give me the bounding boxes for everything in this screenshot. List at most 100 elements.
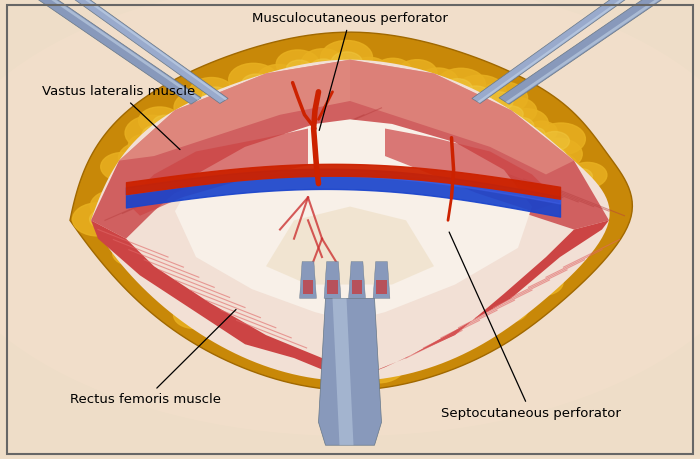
- Circle shape: [540, 131, 569, 151]
- Circle shape: [225, 84, 259, 106]
- Circle shape: [190, 100, 223, 122]
- Circle shape: [183, 287, 202, 300]
- Circle shape: [542, 193, 575, 214]
- Circle shape: [495, 97, 537, 124]
- Circle shape: [187, 303, 211, 320]
- Circle shape: [332, 353, 375, 381]
- Circle shape: [486, 296, 528, 323]
- Circle shape: [90, 209, 120, 229]
- Circle shape: [370, 325, 425, 361]
- Polygon shape: [119, 60, 350, 161]
- Circle shape: [270, 342, 293, 358]
- Circle shape: [164, 271, 192, 289]
- Circle shape: [255, 322, 280, 338]
- Polygon shape: [266, 207, 434, 285]
- Polygon shape: [505, 0, 669, 104]
- Circle shape: [302, 49, 344, 77]
- Circle shape: [331, 52, 363, 72]
- Circle shape: [537, 123, 585, 155]
- Circle shape: [403, 69, 427, 85]
- Circle shape: [219, 300, 249, 319]
- Circle shape: [526, 128, 545, 140]
- Circle shape: [73, 203, 123, 236]
- Circle shape: [205, 297, 255, 330]
- Circle shape: [174, 302, 215, 329]
- Circle shape: [556, 184, 578, 198]
- Circle shape: [307, 335, 356, 367]
- Circle shape: [569, 168, 592, 184]
- Polygon shape: [70, 32, 632, 390]
- Circle shape: [504, 109, 548, 138]
- Circle shape: [442, 309, 468, 327]
- Circle shape: [140, 246, 195, 282]
- Polygon shape: [175, 119, 532, 321]
- Circle shape: [101, 152, 144, 181]
- Circle shape: [463, 303, 494, 323]
- Polygon shape: [30, 0, 201, 104]
- Polygon shape: [328, 280, 337, 294]
- Circle shape: [548, 238, 573, 255]
- Circle shape: [374, 58, 412, 83]
- Circle shape: [548, 222, 568, 235]
- Polygon shape: [477, 0, 634, 103]
- Circle shape: [539, 185, 594, 221]
- Circle shape: [418, 68, 458, 94]
- Circle shape: [286, 60, 312, 77]
- Circle shape: [478, 82, 528, 114]
- Circle shape: [568, 162, 607, 188]
- Circle shape: [141, 140, 161, 153]
- Circle shape: [107, 196, 136, 216]
- Circle shape: [110, 170, 142, 191]
- Polygon shape: [373, 262, 390, 298]
- Circle shape: [498, 106, 523, 122]
- Circle shape: [350, 57, 389, 83]
- Circle shape: [268, 74, 294, 91]
- Circle shape: [176, 111, 207, 131]
- Circle shape: [340, 353, 366, 370]
- Polygon shape: [377, 280, 386, 294]
- Circle shape: [317, 336, 346, 356]
- Polygon shape: [352, 280, 362, 294]
- Polygon shape: [332, 298, 354, 445]
- Circle shape: [135, 150, 166, 170]
- Polygon shape: [350, 60, 574, 174]
- Circle shape: [116, 180, 160, 209]
- Circle shape: [357, 67, 380, 82]
- Circle shape: [554, 201, 596, 229]
- Circle shape: [459, 86, 491, 107]
- Circle shape: [548, 218, 582, 241]
- Circle shape: [188, 118, 206, 130]
- Circle shape: [241, 74, 272, 94]
- Circle shape: [546, 234, 589, 262]
- Text: Musculocutaneous perforator: Musculocutaneous perforator: [252, 12, 448, 130]
- Circle shape: [534, 138, 582, 170]
- Circle shape: [259, 341, 299, 368]
- Circle shape: [171, 285, 203, 307]
- Circle shape: [423, 78, 447, 93]
- Circle shape: [113, 241, 149, 265]
- Circle shape: [533, 160, 562, 179]
- Circle shape: [131, 186, 158, 204]
- Polygon shape: [91, 60, 350, 239]
- Polygon shape: [66, 0, 228, 103]
- Circle shape: [218, 313, 267, 345]
- Circle shape: [153, 115, 178, 132]
- Circle shape: [149, 268, 195, 298]
- Circle shape: [116, 224, 150, 246]
- Polygon shape: [350, 60, 609, 230]
- Circle shape: [555, 207, 581, 224]
- Circle shape: [402, 322, 430, 341]
- Text: Septocutaneous perforator: Septocutaneous perforator: [441, 232, 621, 420]
- Circle shape: [276, 50, 319, 78]
- Circle shape: [281, 343, 328, 375]
- Circle shape: [519, 250, 545, 267]
- Circle shape: [123, 175, 143, 188]
- Circle shape: [490, 298, 514, 314]
- Polygon shape: [350, 220, 609, 381]
- Circle shape: [139, 107, 181, 134]
- Circle shape: [362, 351, 393, 371]
- Circle shape: [484, 92, 513, 111]
- Circle shape: [397, 60, 437, 86]
- Circle shape: [202, 87, 229, 105]
- Polygon shape: [349, 262, 365, 298]
